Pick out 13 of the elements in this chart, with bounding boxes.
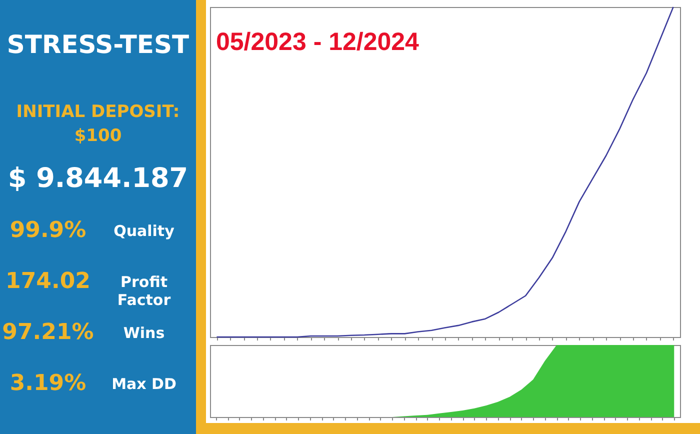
text: 05/2023 - 12/2024: [216, 28, 419, 57]
text: Max DD: [110, 375, 178, 393]
text: 3.19%: [8, 371, 88, 396]
text: STRESS-TEST: [6, 30, 190, 59]
text: 97.21%: [2, 320, 94, 345]
text: INITIAL DEPOSIT:: [15, 102, 181, 122]
text: Quality: [112, 222, 176, 240]
text: $ 9.844.187: [6, 163, 190, 194]
text: $100: [73, 126, 123, 146]
text: Wins: [122, 324, 166, 342]
text: 174.02: [4, 269, 92, 294]
text: 99.9%: [8, 218, 88, 243]
text: Profit Factor: [116, 273, 172, 309]
